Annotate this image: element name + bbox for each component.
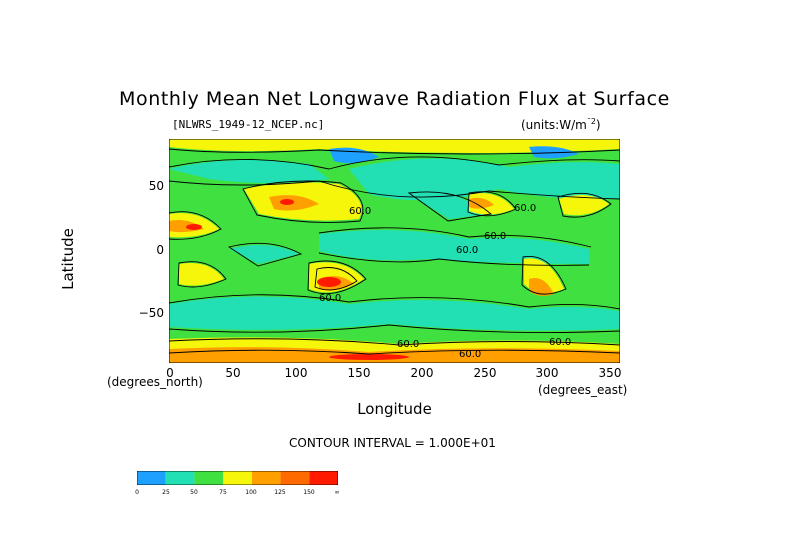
- y-tick-label: 0: [156, 243, 164, 257]
- contour-label: 60.0: [514, 203, 536, 214]
- contour-lines: [169, 148, 620, 355]
- x-tick-label: 0: [166, 366, 174, 380]
- contour-label: 60.0: [397, 339, 419, 350]
- x-tick-label: 250: [473, 366, 497, 380]
- x-tick-label: 350: [598, 366, 622, 380]
- y-unit-label: (degrees_north): [107, 375, 203, 389]
- flux-region-25-50: [169, 158, 620, 331]
- colorbar-cell: [251, 471, 281, 485]
- chart-title: Monthly Mean Net Longwave Radiation Flux…: [119, 88, 670, 110]
- colorbar-cell: [165, 471, 195, 485]
- x-tick-label: 50: [225, 366, 241, 380]
- x-axis-label: Longitude: [357, 400, 432, 418]
- colorbar-cell: [309, 471, 338, 485]
- colorbar-cell: [137, 471, 166, 485]
- colorbar-tick-label: 50: [190, 489, 198, 496]
- colorbar-tick-label: 25: [162, 489, 170, 496]
- contour-label: 60.0: [484, 231, 506, 242]
- x-tick-label: 200: [410, 366, 434, 380]
- colorbar-tick-label: ∞: [334, 489, 340, 496]
- units-label: (units:W/m¯2): [521, 117, 601, 132]
- colorbar-cell: [223, 471, 252, 485]
- colorbar-tick-label: 0: [135, 489, 139, 496]
- colorbar-tick-label: 100: [245, 489, 257, 496]
- colorbar-tick-label: 125: [274, 489, 286, 496]
- flux-region-150-plus: [186, 199, 409, 360]
- colorbar-tick-label: 150: [303, 489, 315, 496]
- x-unit-label: (degrees_east): [538, 383, 628, 397]
- contour-label: 60.0: [456, 245, 478, 256]
- contour-label: 60.0: [349, 206, 371, 217]
- x-tick-label: 300: [535, 366, 559, 380]
- colorbar-cell: [280, 471, 310, 485]
- contour-label: 60.0: [549, 337, 571, 348]
- y-tick-label: 50: [148, 179, 164, 193]
- y-tick-label: −50: [138, 306, 164, 320]
- heatmap-plot: 60.0 60.0 60.0 60.0 60.0 60.0 60.0 60.0: [169, 139, 620, 363]
- x-tick-label: 100: [284, 366, 308, 380]
- file-label: [NLWRS_1949-12_NCEP.nc]: [172, 118, 325, 131]
- contour-label: 60.0: [319, 293, 341, 304]
- contour-interval-label: CONTOUR INTERVAL = 1.000E+01: [289, 436, 496, 450]
- colorbar-cell: [194, 471, 224, 485]
- colorbar-tick-label: 75: [219, 489, 227, 496]
- x-tick-label: 150: [347, 366, 371, 380]
- y-axis-label: Latitude: [59, 228, 77, 290]
- colorbar: [137, 471, 338, 485]
- contour-label: 60.0: [459, 349, 481, 360]
